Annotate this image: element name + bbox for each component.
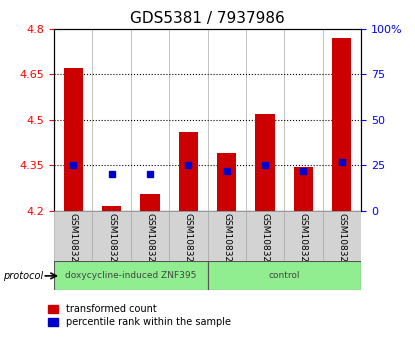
Bar (63, 68, 83, 211)
Bar (217, 153, 236, 211)
FancyBboxPatch shape (54, 211, 93, 261)
Text: GSM1083289: GSM1083289 (337, 213, 347, 274)
Text: GSM1083283: GSM1083283 (107, 213, 116, 274)
Bar (179, 132, 198, 211)
Text: GSM1083288: GSM1083288 (299, 213, 308, 274)
Bar (102, 206, 121, 211)
FancyBboxPatch shape (323, 211, 361, 261)
FancyBboxPatch shape (93, 211, 131, 261)
Text: doxycycline-induced ZNF395: doxycycline-induced ZNF395 (65, 272, 196, 280)
FancyBboxPatch shape (284, 211, 323, 261)
Legend: transformed count, percentile rank within the sample: transformed count, percentile rank withi… (46, 302, 233, 329)
FancyBboxPatch shape (169, 211, 208, 261)
Text: GSM1083287: GSM1083287 (261, 213, 270, 274)
FancyBboxPatch shape (54, 261, 208, 290)
Text: protocol: protocol (3, 271, 43, 281)
Bar (294, 167, 313, 211)
FancyBboxPatch shape (208, 211, 246, 261)
Text: control: control (269, 272, 300, 280)
Text: GSM1083286: GSM1083286 (222, 213, 231, 274)
Text: GSM1083284: GSM1083284 (145, 213, 154, 274)
Title: GDS5381 / 7937986: GDS5381 / 7937986 (130, 12, 285, 26)
Bar (256, 114, 275, 211)
Text: GSM1083285: GSM1083285 (184, 213, 193, 274)
FancyBboxPatch shape (246, 211, 284, 261)
FancyBboxPatch shape (131, 211, 169, 261)
Text: GSM1083282: GSM1083282 (68, 213, 78, 274)
Bar (140, 194, 159, 211)
Bar (332, 38, 352, 211)
FancyBboxPatch shape (208, 261, 361, 290)
